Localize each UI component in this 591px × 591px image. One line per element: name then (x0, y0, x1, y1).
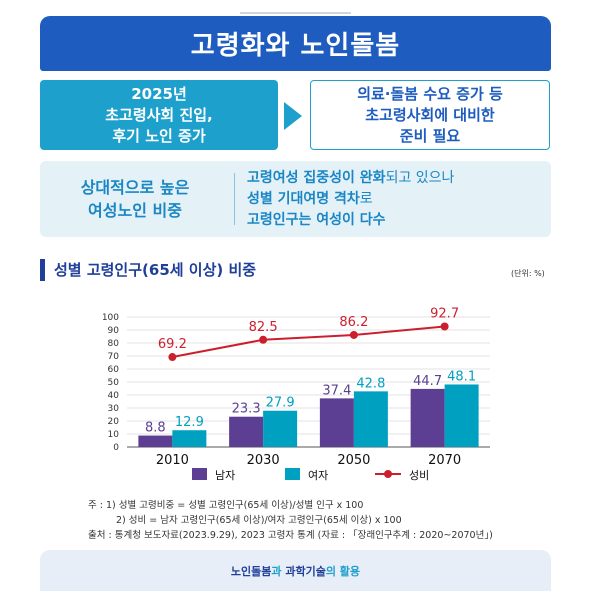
y-tick-label: 80 (108, 339, 120, 349)
x-tick-label: 2030 (247, 453, 280, 468)
y-tick-label: 30 (108, 404, 120, 414)
unit-label: (단위: %) (511, 269, 545, 278)
ratio-text: 로 (359, 190, 373, 207)
source-line: 출처 : 통계청 보도자료(2023.9.29), 2023 고령자 통계 (자… (88, 530, 493, 541)
ratio-heading: 상대적으로 높은 여성노인 비중 (40, 161, 230, 237)
bar-value-label: 23.3 (232, 402, 261, 417)
ratio-description: 고령여성 집중성이 완화되고 있으나 성별 기대여명 격차로 고령인구는 여성이… (247, 161, 454, 237)
sex-ratio-point (259, 335, 268, 344)
y-tick-label: 10 (108, 430, 120, 440)
sex-ratio-point (349, 330, 358, 339)
ratio-divider (234, 173, 235, 225)
y-tick-label: 70 (108, 352, 120, 362)
bar-value-label: 48.1 (447, 369, 476, 384)
bar-men (410, 388, 445, 447)
footer-keyword: 노인돌봄 (230, 564, 272, 578)
preparation-need-box: 의료·돌봄 수요 증가 등 초고령사회에 대비한 준비 필요 (310, 80, 550, 150)
bar-value-label: 12.9 (175, 415, 204, 430)
need-line: 의료·돌봄 수요 증가 등 (357, 84, 503, 103)
note-line: 주 : 1) 성별 고령비중 = 성별 고령인구(65세 이상)/성별 인구 x… (88, 500, 364, 511)
bar-value-label: 27.9 (266, 396, 295, 411)
legend-swatch (192, 468, 207, 480)
section-marker (40, 259, 45, 281)
sex-ratio-line (172, 325, 445, 359)
bar-men (138, 435, 173, 447)
sex-ratio-label: 69.2 (158, 337, 187, 352)
footer-connector: 과 (271, 564, 282, 578)
legend-label: 성비 (409, 469, 429, 482)
legend-swatch (285, 468, 300, 480)
female-ratio-panel: 상대적으로 높은 여성노인 비중 고령여성 집중성이 완화되고 있으나 성별 기… (40, 161, 551, 237)
bar-value-label: 37.4 (322, 383, 351, 398)
bar-women (172, 430, 207, 447)
sex-ratio-label: 92.7 (430, 306, 459, 321)
chart-notes: 주 : 1) 성별 고령비중 = 성별 고령인구(65세 이상)/성별 인구 x… (88, 498, 493, 543)
title-banner: 고령화와 노인돌봄 (40, 16, 551, 71)
legend-marker (384, 470, 392, 478)
y-tick-label: 0 (113, 443, 119, 453)
right-arrow-icon (284, 102, 302, 130)
legend-label: 여자 (308, 469, 328, 482)
next-section-banner: 노인돌봄 과 과학기술 의 활용 (40, 550, 551, 591)
ratio-highlight: 고령여성 집중성이 완화 (247, 169, 386, 186)
sex-ratio-point (440, 322, 449, 331)
y-tick-label: 50 (108, 378, 120, 388)
x-tick-label: 2050 (337, 453, 370, 468)
y-tick-label: 100 (102, 313, 119, 323)
bar-value-label: 44.7 (413, 374, 442, 389)
y-tick-label: 60 (108, 365, 120, 375)
bar-women (353, 391, 388, 447)
footer-keyword: 과학기술 (285, 564, 326, 578)
fact-line: 2025년 (131, 84, 187, 103)
bar-women (444, 384, 479, 447)
need-line: 초고령사회에 대비한 (365, 105, 495, 124)
x-tick-label: 2010 (156, 453, 189, 468)
bar-men (229, 416, 264, 447)
ratio-text: 되고 있으나 (385, 169, 455, 186)
bar-women (263, 410, 298, 447)
current-status-box: 2025년 초고령사회 진입, 후기 노인 증가 (40, 80, 278, 150)
sex-ratio-label: 86.2 (339, 315, 368, 330)
x-tick-label: 2070 (428, 453, 461, 468)
y-tick-label: 90 (108, 326, 120, 336)
bar-value-label: 42.8 (356, 376, 385, 391)
chart-title: 성별 고령인구(65세 이상) 비중 (54, 261, 257, 279)
sex-ratio-point (168, 353, 177, 362)
fact-line: 초고령사회 진입, (105, 105, 213, 124)
ratio-heading-line: 여성노인 비중 (88, 201, 182, 220)
footer-connector: 의 활용 (325, 564, 361, 578)
legend-label: 남자 (215, 469, 235, 482)
bar-men (319, 398, 354, 447)
ratio-highlight: 성별 기대여명 격차 (247, 190, 360, 207)
sex-ratio-label: 82.5 (249, 320, 278, 335)
y-tick-label: 20 (108, 417, 120, 427)
need-line: 준비 필요 (399, 126, 461, 145)
bar-value-label: 8.8 (145, 421, 166, 436)
top-divider (240, 12, 351, 14)
note-line: 2) 성비 = 남자 고령인구(65세 이상)/여자 고령인구(65세 이상) … (116, 515, 402, 526)
ratio-highlight: 고령인구는 여성이 다수 (247, 211, 386, 228)
page-title: 고령화와 노인돌봄 (190, 31, 401, 61)
y-tick-label: 40 (108, 391, 120, 401)
fact-line: 후기 노인 증가 (112, 126, 206, 145)
ratio-heading-line: 상대적으로 높은 (80, 178, 190, 197)
